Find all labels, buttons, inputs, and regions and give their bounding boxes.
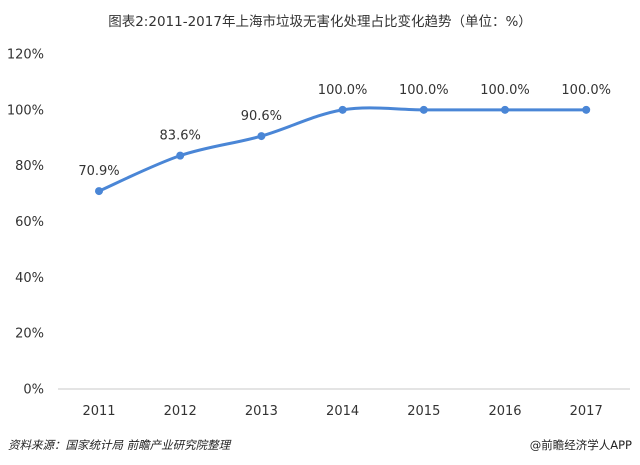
data-label: 100.0% bbox=[399, 83, 449, 98]
y-tick-label: 80% bbox=[15, 159, 44, 174]
data-point bbox=[338, 105, 347, 114]
y-tick-label: 0% bbox=[23, 383, 44, 398]
data-point bbox=[501, 105, 509, 114]
y-tick-label: 120% bbox=[7, 48, 44, 63]
x-tick-label: 2017 bbox=[570, 404, 603, 419]
x-tick-label: 2012 bbox=[164, 404, 197, 419]
x-tick-label: 2011 bbox=[82, 404, 115, 419]
data-point bbox=[95, 187, 103, 196]
x-tick-label: 2015 bbox=[407, 404, 440, 419]
x-tick-label: 2014 bbox=[326, 404, 359, 419]
data-point bbox=[582, 105, 591, 114]
brand-mark: @前瞻经济学人APP bbox=[529, 438, 632, 452]
chart-title: 图表2:2011-2017年上海市垃圾无害化处理占比变化趋势（单位：%） bbox=[108, 14, 532, 30]
data-label: 83.6% bbox=[160, 129, 201, 144]
data-label: 100.0% bbox=[480, 83, 530, 98]
data-label: 90.6% bbox=[241, 109, 282, 124]
y-tick-label: 20% bbox=[15, 327, 44, 342]
y-tick-label: 40% bbox=[15, 271, 44, 286]
x-tick-label: 2013 bbox=[245, 404, 278, 419]
y-tick-label: 100% bbox=[7, 103, 44, 118]
y-tick-label: 60% bbox=[15, 215, 44, 230]
data-point bbox=[257, 132, 266, 141]
data-label: 70.9% bbox=[78, 164, 119, 179]
x-tick-label: 2016 bbox=[488, 404, 521, 419]
source-note: 资料来源：国家统计局 前瞻产业研究院整理 bbox=[8, 438, 231, 452]
data-label: 100.0% bbox=[561, 83, 611, 98]
data-label: 100.0% bbox=[318, 83, 368, 98]
data-point bbox=[419, 105, 428, 114]
data-point bbox=[176, 151, 185, 160]
series-line bbox=[97, 106, 588, 193]
